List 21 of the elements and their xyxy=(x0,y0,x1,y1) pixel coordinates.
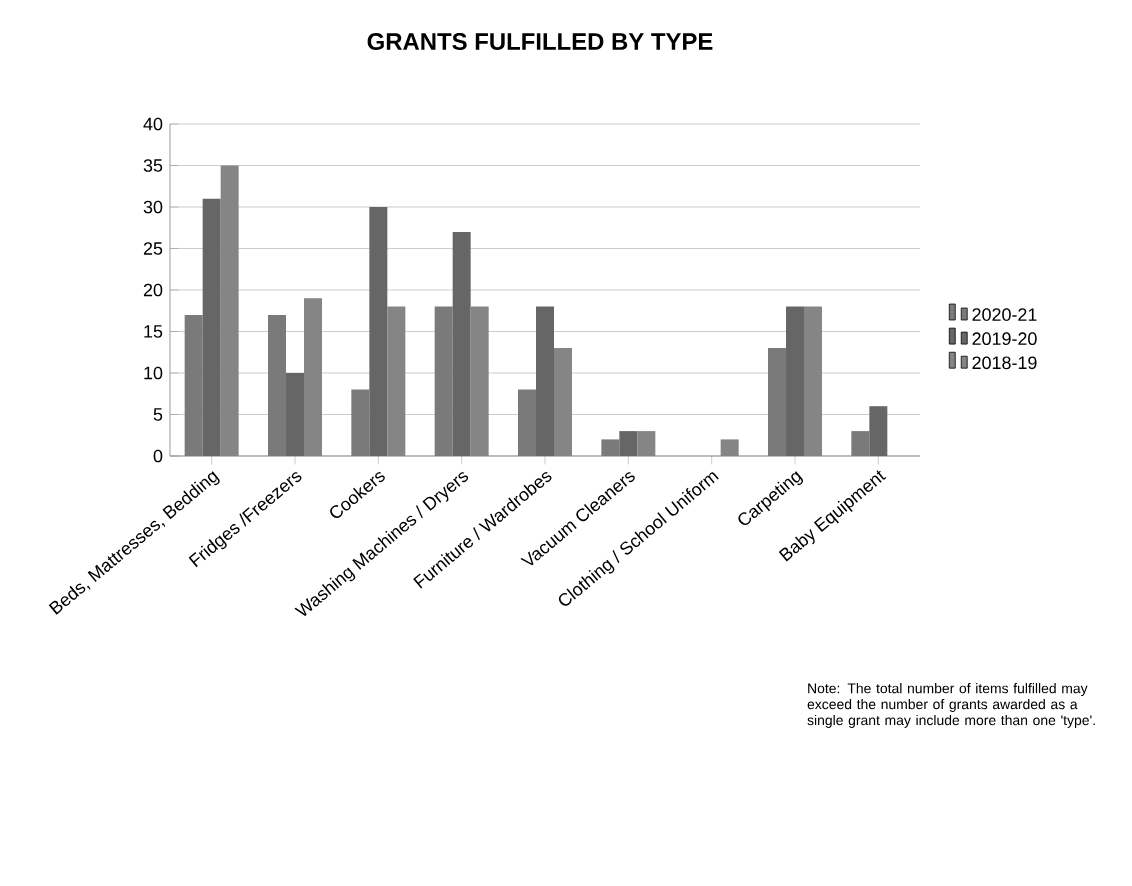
bar xyxy=(786,306,805,456)
legend-label: 2020-21 xyxy=(972,308,1037,321)
bar xyxy=(869,406,888,456)
legend-label: 2019-20 xyxy=(972,332,1037,346)
y-tick-label: 10 xyxy=(144,366,163,380)
y-tick-label: 35 xyxy=(143,159,163,172)
y-tick-label: 25 xyxy=(143,242,163,255)
bar xyxy=(452,231,471,456)
bar xyxy=(286,373,304,456)
y-tick-label: 15 xyxy=(144,325,163,338)
bar xyxy=(619,431,638,456)
y-tick-label: 40 xyxy=(143,117,163,131)
y-tick-label: 30 xyxy=(143,200,163,214)
chart-title: GRANTS FULFILLED BY TYPE xyxy=(367,33,713,50)
legend-label: 2018-19 xyxy=(972,356,1037,370)
y-tick-label: 5 xyxy=(153,408,163,421)
bar xyxy=(202,198,221,456)
bar xyxy=(369,207,388,456)
y-tick-label: 0 xyxy=(153,449,163,463)
y-tick-label: 20 xyxy=(143,283,163,297)
bar xyxy=(536,306,555,456)
